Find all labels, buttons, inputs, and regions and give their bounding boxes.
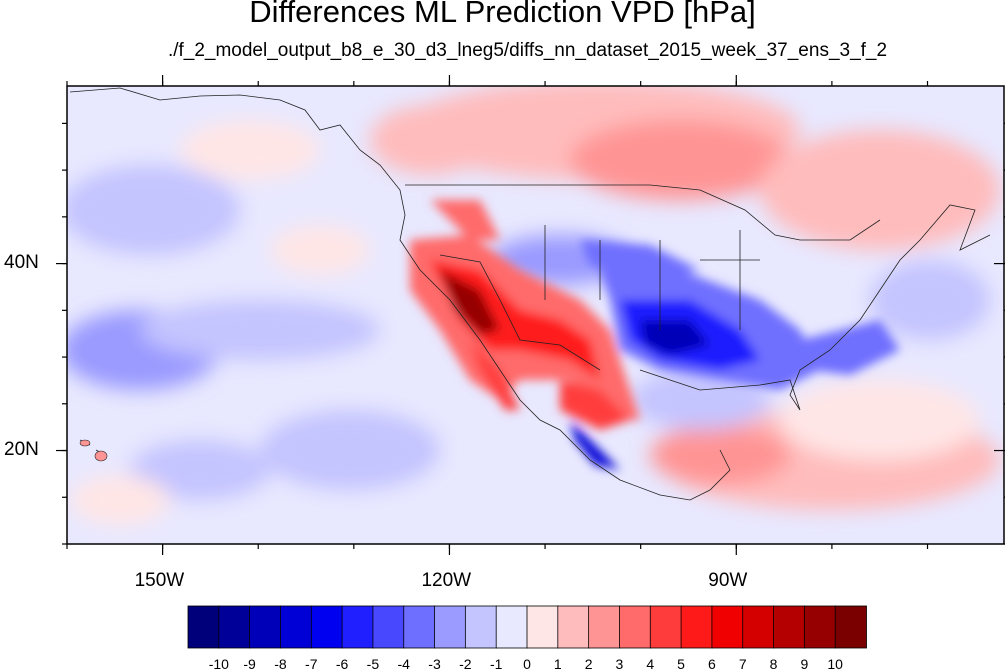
colorbar-swatch xyxy=(526,605,559,649)
axis-ticks xyxy=(56,75,1005,555)
colorbar-label: -10 xyxy=(208,656,229,672)
colorbar-swatch xyxy=(495,605,528,649)
colorbar-swatch xyxy=(834,605,867,649)
hawaii-islands xyxy=(79,439,108,462)
colorbar-label: -1 xyxy=(489,656,503,672)
colorbar-label: -6 xyxy=(335,656,349,672)
lon-tick-label: 120W xyxy=(421,570,472,591)
colorbar-swatch xyxy=(310,605,343,649)
colorbar-swatch xyxy=(711,605,744,649)
map-subtitle: ./f_2_model_output_b8_e_30_d3_lneg5/diff… xyxy=(167,40,888,61)
colorbar-label: -2 xyxy=(459,656,472,672)
colorbar-swatch xyxy=(434,605,467,649)
colorbar-swatch xyxy=(773,605,806,649)
colorbar-swatch xyxy=(619,605,652,649)
colorbar-label: -4 xyxy=(397,656,410,672)
map-title: Differences ML Prediction VPD [hPa] xyxy=(249,0,756,29)
colorbar-label: -3 xyxy=(428,656,441,672)
field-layer xyxy=(67,86,1004,544)
colorbar-label: 5 xyxy=(677,656,685,672)
colorbar-swatch xyxy=(557,605,590,649)
colorbar-label: 8 xyxy=(769,656,778,672)
lat-tick-label: 40N xyxy=(4,251,39,273)
colorbar xyxy=(187,605,867,649)
colorbar-swatch xyxy=(341,605,374,649)
map-frame xyxy=(66,85,1005,545)
lon-tick-label: 90W xyxy=(708,570,748,591)
colorbar-label: 2 xyxy=(584,656,593,672)
colorbar-swatch xyxy=(742,605,775,649)
colorbar-label: -9 xyxy=(243,656,256,672)
colorbar-swatch xyxy=(803,605,837,649)
colorbar-label: 1 xyxy=(553,656,562,672)
colorbar-label: 10 xyxy=(827,656,843,672)
lon-tick-label: 150W xyxy=(134,570,185,591)
lat-tick-label: 20N xyxy=(4,438,39,460)
colorbar-swatch xyxy=(680,605,713,649)
colorbar-swatch xyxy=(280,605,313,649)
colorbar-label: 4 xyxy=(646,656,655,672)
colorbar-label: -5 xyxy=(366,656,380,672)
colorbar-swatch xyxy=(187,605,220,649)
colorbar-swatch xyxy=(403,605,436,649)
colorbar-swatch xyxy=(588,605,621,649)
colorbar-label: 0 xyxy=(523,656,531,672)
colorbar-label: 7 xyxy=(738,656,747,672)
colorbar-label: 3 xyxy=(615,656,624,672)
colorbar-swatch xyxy=(249,605,282,649)
colorbar-label: -8 xyxy=(274,656,287,672)
colorbar-swatch xyxy=(372,605,405,649)
colorbar-swatch xyxy=(218,605,251,649)
colorbar-label: -7 xyxy=(305,656,318,672)
colorbar-swatch xyxy=(649,605,682,649)
colorbar-label: 9 xyxy=(800,656,809,672)
colorbar-label: 6 xyxy=(708,656,716,672)
colorbar-swatch xyxy=(464,605,498,649)
